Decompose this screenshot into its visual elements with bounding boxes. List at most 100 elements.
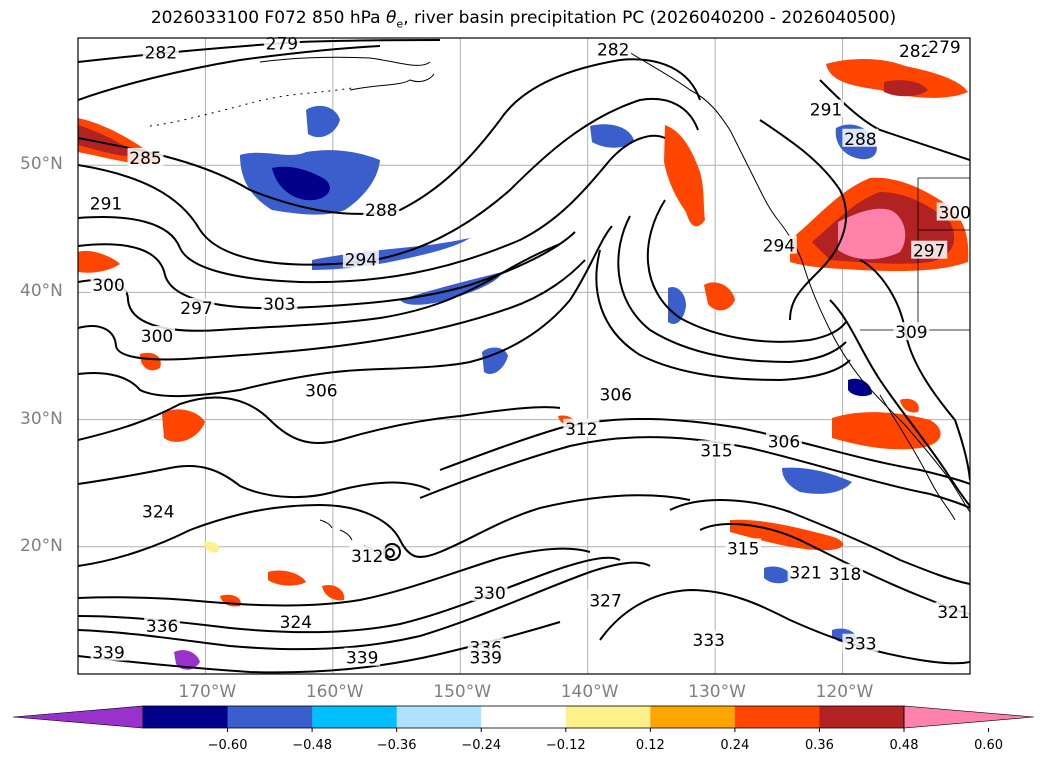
colorbar-segment: [734, 706, 820, 728]
colorbar-tick-label: 0.24: [720, 738, 750, 753]
longitude-label: 160°W: [305, 682, 364, 702]
contour-line: [646, 199, 847, 343]
longitude-label: 130°W: [688, 682, 746, 702]
contour-label-background: [827, 563, 864, 582]
map-frame: [77, 37, 971, 675]
contour-label-background: [725, 538, 762, 557]
contour-label-background: [935, 601, 972, 620]
neg-patch: [272, 166, 330, 201]
contour-label-background: [842, 633, 879, 652]
precipitation-shading: [78, 59, 969, 670]
coastline: [149, 39, 970, 559]
contour-label-background: [595, 39, 632, 58]
contour-label: 321: [789, 564, 821, 584]
contour-line: [78, 225, 613, 398]
bc-coast: [609, 39, 779, 221]
colorbar-segment: [312, 706, 398, 728]
contour-label-background: [144, 615, 181, 634]
contour-label-background: [363, 199, 400, 218]
baja-coast: [879, 394, 956, 521]
contour-label-background: [690, 629, 727, 648]
latitude-label: 40°N: [20, 281, 63, 302]
pos-patch: [78, 125, 140, 157]
pos-patch: [704, 282, 735, 311]
contour-line: [78, 259, 586, 361]
contour-label-background: [90, 642, 127, 661]
contour-label: 279: [266, 34, 298, 54]
pos-patch: [140, 352, 161, 371]
colorbar-segment: [650, 706, 736, 728]
colorbar-tick-label: −0.60: [207, 738, 248, 753]
contour-label-background: [349, 545, 386, 564]
contour-label: 333: [693, 631, 725, 651]
contour-label-background: [765, 431, 802, 450]
pos-patch: [832, 412, 941, 450]
contour-line: [78, 97, 699, 266]
longitude-label: 150°W: [433, 682, 492, 702]
theta-e-contours: [78, 39, 970, 674]
colorbar-segment: [227, 706, 313, 728]
contour-line: [819, 79, 970, 161]
contour-label: 315: [700, 441, 732, 461]
contour-label: 285: [129, 149, 161, 169]
contour-label: 300: [141, 327, 173, 347]
contour-line: [78, 45, 381, 101]
contour-label: 297: [180, 299, 212, 319]
colorbar-segment: [565, 706, 651, 728]
colorbar-segment: [396, 706, 482, 728]
contour-label-background: [142, 42, 179, 61]
contour-label: 339: [92, 644, 124, 664]
neg-patch: [668, 286, 686, 325]
contour-label: 339: [470, 649, 502, 669]
map-title: 2026033100 F072 850 hPa θe, river basin …: [150, 8, 897, 31]
neg-patch: [482, 347, 508, 375]
contour-label: 306: [305, 382, 337, 402]
contour-label-background: [563, 418, 600, 437]
contour-label-background: [178, 297, 215, 316]
colorbar-segment: [481, 706, 567, 728]
colorbar: [12, 705, 1035, 732]
contour-label-background: [127, 147, 164, 166]
contour-label-background: [760, 235, 797, 254]
contour-label: 309: [895, 323, 927, 343]
pos-patch: [664, 125, 705, 227]
contour-label: 330: [473, 584, 505, 604]
contour-label: 294: [345, 251, 377, 271]
hawaii-contour-loop: [385, 548, 395, 558]
contour-label: 306: [600, 385, 632, 405]
latitude-label: 50°N: [20, 154, 63, 175]
contour-label: 288: [365, 201, 397, 221]
contour-label-background: [587, 590, 624, 609]
contour-label-background: [926, 37, 963, 56]
pos-patch: [838, 208, 906, 260]
contour-line: [829, 299, 970, 507]
contour-label: 291: [810, 101, 842, 121]
colorbar-extend-high: [903, 705, 1035, 729]
contour-line: [759, 119, 848, 321]
contour-label: 318: [829, 565, 861, 585]
contour-line: [859, 259, 970, 481]
theta-subscript: e: [396, 17, 404, 31]
contour-line: [78, 494, 691, 567]
contour-label-background: [88, 193, 125, 212]
contour-label-background: [893, 322, 930, 341]
contour-label-background: [140, 501, 177, 520]
contour-label-background: [808, 99, 845, 118]
contour-label: 321: [937, 603, 969, 623]
pos-patch: [78, 250, 120, 273]
contour-label: 294: [763, 237, 795, 257]
longitude-label: 120°W: [815, 682, 874, 702]
contour-label-background: [911, 240, 948, 259]
contour-label-background: [597, 384, 634, 403]
neg-patch: [764, 566, 792, 584]
contour-line: [599, 588, 970, 665]
neg-patch: [848, 378, 872, 397]
contour-line: [595, 249, 851, 382]
contour-label: 300: [938, 204, 970, 224]
contour-label: 336: [146, 617, 178, 637]
contour-label: 291: [90, 195, 122, 215]
colorbar-tick-label: 0.60: [974, 738, 1004, 753]
neg-patch: [306, 105, 340, 138]
